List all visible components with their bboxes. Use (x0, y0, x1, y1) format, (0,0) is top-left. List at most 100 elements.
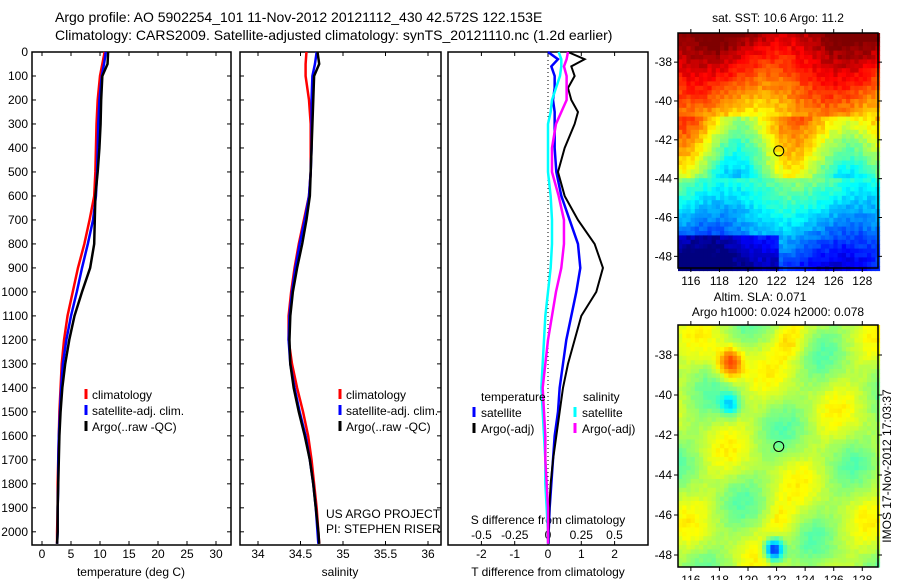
lon-tick-label: 122 (767, 274, 787, 288)
map-cell (804, 443, 809, 449)
map-cell (703, 187, 708, 192)
map-cell (720, 421, 725, 427)
map-cell (774, 373, 780, 379)
map-cell (690, 509, 696, 515)
map-cell (795, 68, 801, 74)
map-cell (749, 430, 755, 436)
map-cell (787, 382, 792, 388)
map-cell (837, 435, 843, 440)
map-cell (732, 85, 738, 91)
map-cell (690, 333, 696, 339)
map-cell (854, 125, 860, 131)
map-cell (686, 483, 692, 489)
map-cell (703, 165, 708, 170)
map-cell (854, 386, 860, 392)
map-cell (690, 121, 696, 126)
map-cell (795, 41, 801, 47)
map-cell (694, 239, 700, 245)
map-cell (829, 33, 834, 38)
map-cell (871, 474, 876, 480)
map-cell (808, 355, 813, 361)
map-cell (791, 226, 797, 232)
map-cell (678, 187, 683, 192)
map-cell (787, 222, 792, 228)
map-cell (795, 63, 801, 69)
map-cell (741, 94, 746, 100)
map-cell (778, 85, 784, 91)
map-cell (820, 360, 826, 366)
map-cell (678, 156, 683, 162)
map-cell (791, 496, 797, 502)
map-cell (741, 253, 746, 258)
map-cell (812, 470, 818, 476)
map-cell (820, 408, 826, 414)
map-cell (707, 239, 713, 245)
map-cell (766, 244, 771, 250)
map-cell (757, 430, 763, 436)
map-cell (862, 457, 868, 462)
map-cell (837, 342, 843, 348)
map-cell (783, 369, 788, 374)
map-cell (854, 94, 860, 100)
map-cell (711, 492, 717, 498)
map-cell (707, 399, 713, 405)
map-cell (820, 465, 826, 471)
map-cell (694, 129, 700, 135)
map-cell (724, 81, 729, 87)
map-cell (862, 448, 868, 454)
map-cell (770, 169, 776, 175)
map-cell (762, 360, 767, 366)
map-cell (804, 377, 809, 383)
map-cell (745, 244, 750, 250)
map-cell (703, 355, 708, 361)
map-cell (871, 191, 876, 197)
map-cell (757, 253, 763, 258)
map-cell (711, 399, 717, 405)
map-cell (808, 413, 813, 418)
map-cell (795, 391, 801, 396)
map-cell (825, 496, 830, 502)
map-cell (837, 399, 843, 405)
map-cell (703, 169, 708, 175)
map-cell (783, 518, 788, 524)
map-cell (829, 443, 834, 449)
map-cell (871, 169, 876, 175)
map-cell (749, 351, 755, 357)
map-cell (728, 487, 734, 493)
map-cell (682, 244, 687, 250)
map-cell (766, 147, 771, 153)
map-cell (833, 235, 839, 241)
map-cell (766, 94, 771, 100)
map-cell (804, 457, 809, 462)
s-tick-label: 0.5 (606, 528, 623, 542)
map-cell (711, 33, 717, 38)
map-cell (825, 187, 830, 192)
map-cell (850, 125, 855, 131)
map-cell (686, 404, 692, 410)
map-cell (753, 413, 759, 418)
map-cell (745, 116, 750, 122)
map-cell (816, 178, 822, 184)
map-cell (858, 116, 864, 122)
map-cell (762, 182, 767, 188)
map-cell (766, 426, 771, 432)
map-cell (686, 408, 692, 414)
map-cell (804, 329, 809, 335)
map-cell (694, 116, 700, 122)
map-cell (787, 191, 792, 197)
map-cell (787, 435, 792, 440)
map-cell (770, 483, 776, 489)
map-cell (720, 129, 725, 135)
map-cell (703, 421, 708, 427)
map-cell (825, 200, 830, 206)
map-cell (854, 37, 860, 43)
map-cell (837, 50, 843, 56)
map-cell (686, 59, 692, 65)
map-cell (699, 470, 704, 476)
map-cell (690, 217, 696, 223)
map-cell (732, 63, 738, 69)
map-cell (694, 99, 700, 104)
map-cell (804, 413, 809, 418)
map-cell (762, 514, 767, 520)
y-tick-label: 400 (8, 141, 28, 155)
